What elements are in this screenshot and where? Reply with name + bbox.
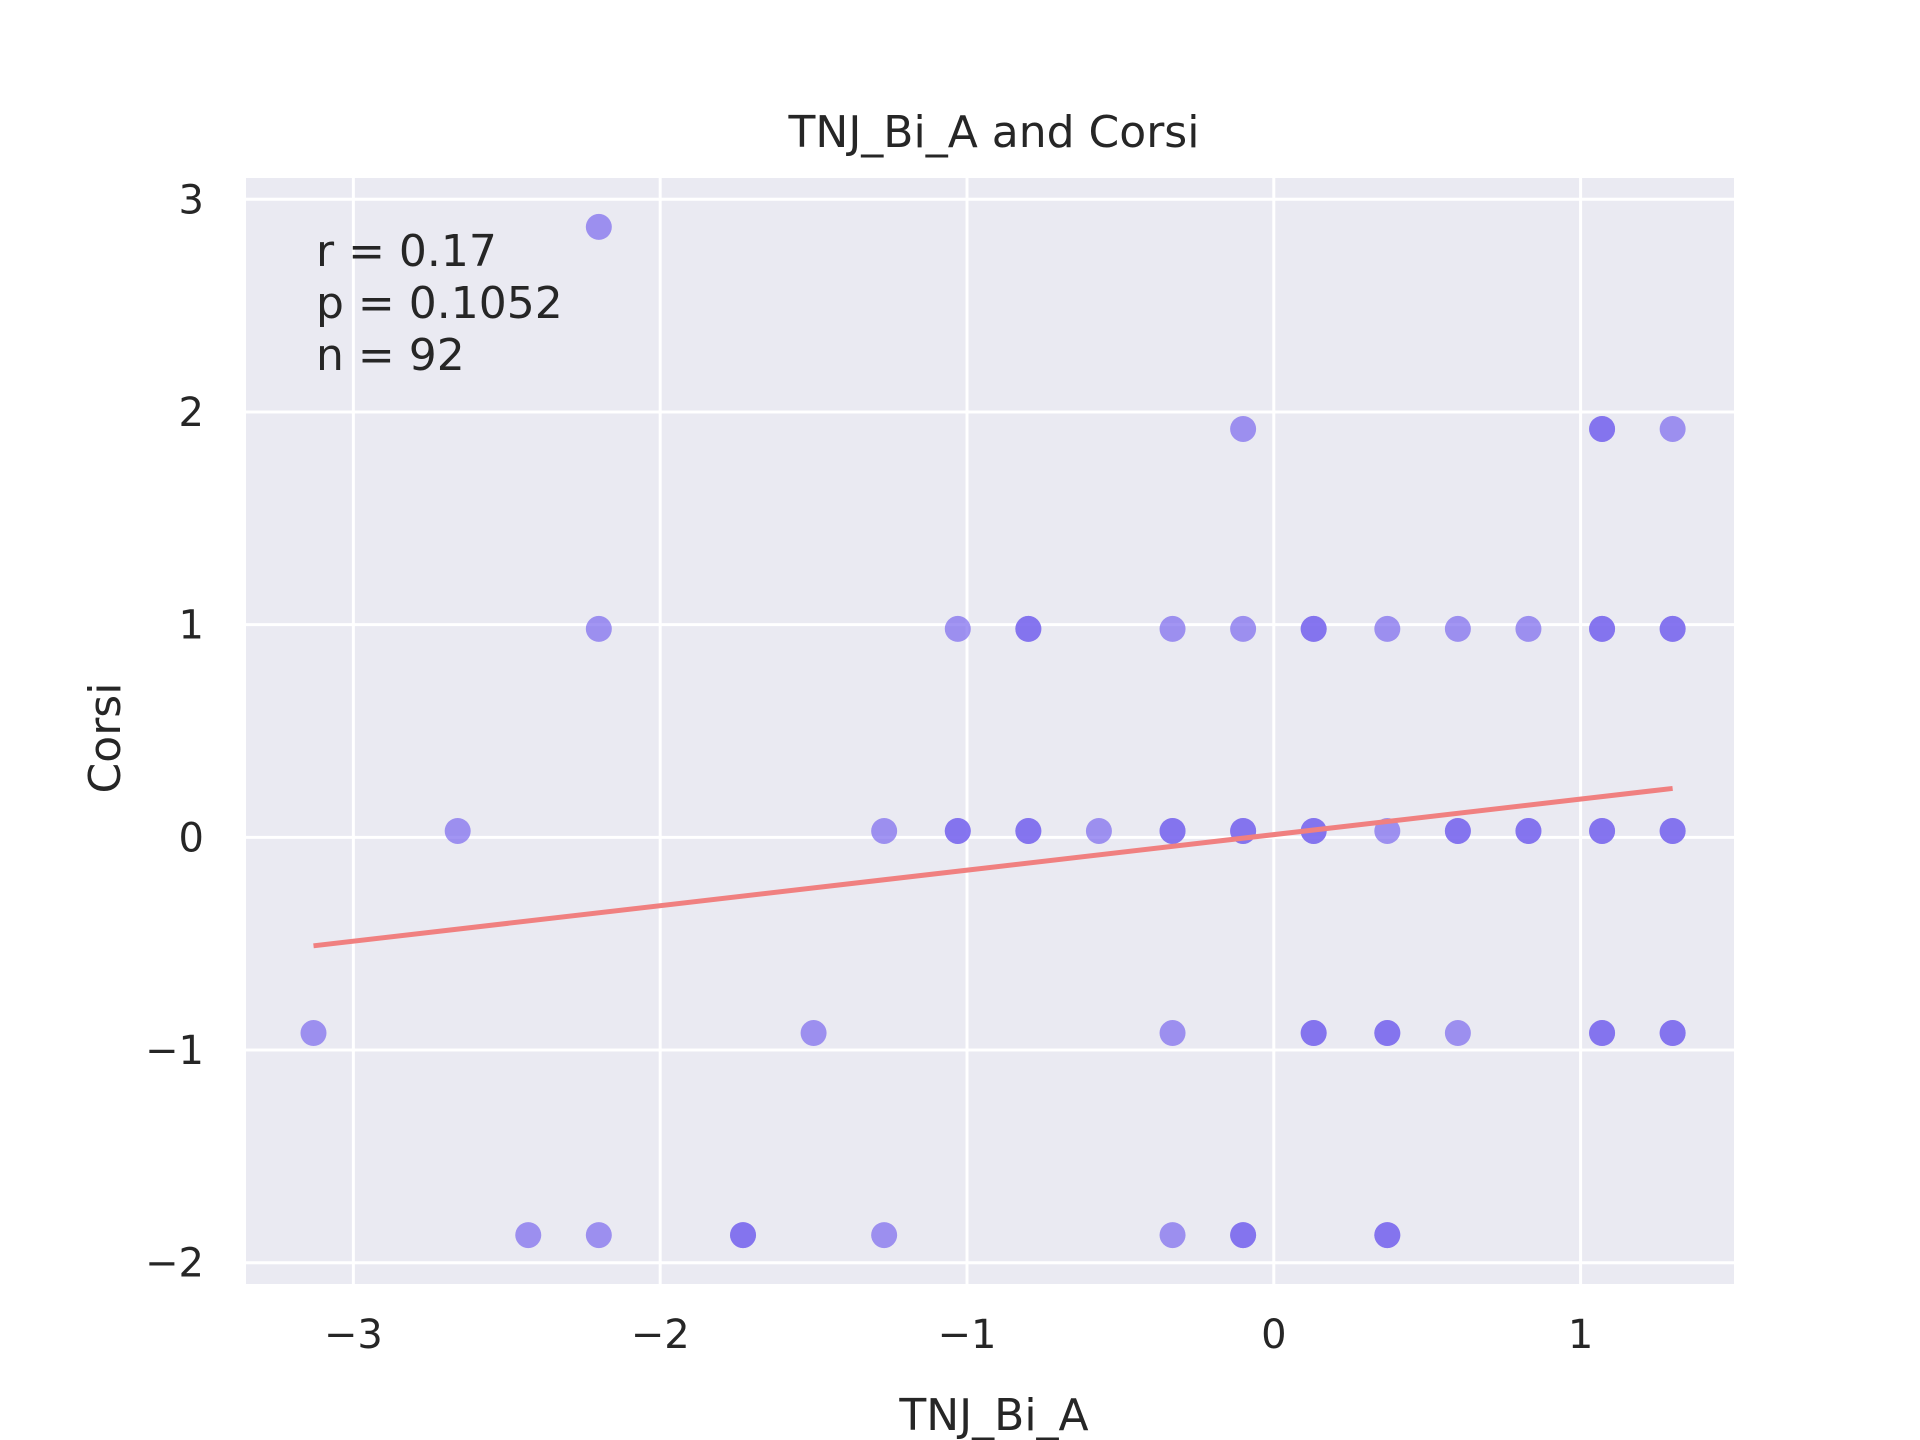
y-tick-labels: −2 −1 0 1 2 3 bbox=[145, 177, 204, 1286]
x-tick-label: 1 bbox=[1568, 1312, 1593, 1358]
y-tick-label: 3 bbox=[179, 177, 204, 223]
data-point bbox=[944, 817, 971, 844]
data-point bbox=[1659, 817, 1686, 844]
data-point bbox=[1659, 1020, 1686, 1047]
data-point bbox=[800, 1020, 827, 1047]
data-point bbox=[1659, 615, 1686, 642]
y-axis-label: Corsi bbox=[80, 683, 131, 794]
data-point bbox=[300, 1020, 327, 1047]
data-point bbox=[1589, 415, 1616, 442]
data-point bbox=[1444, 615, 1471, 642]
chart-title: TNJ_Bi_A and Corsi bbox=[788, 107, 1200, 158]
x-tick-label: −3 bbox=[324, 1312, 383, 1358]
data-point bbox=[1659, 415, 1686, 442]
data-point bbox=[730, 1222, 757, 1249]
data-point bbox=[871, 1222, 898, 1249]
data-point bbox=[1515, 817, 1542, 844]
data-point bbox=[1444, 1020, 1471, 1047]
data-point bbox=[1374, 615, 1401, 642]
data-point bbox=[1300, 615, 1327, 642]
data-point bbox=[1589, 1020, 1616, 1047]
data-point bbox=[585, 615, 612, 642]
plot-area bbox=[246, 178, 1734, 1284]
data-point bbox=[585, 1222, 612, 1249]
data-points bbox=[300, 213, 1686, 1249]
data-point bbox=[1515, 615, 1542, 642]
data-point bbox=[585, 213, 612, 240]
grid-lines bbox=[246, 178, 1734, 1284]
data-point bbox=[1589, 615, 1616, 642]
regression-line bbox=[313, 785, 1673, 949]
x-tick-labels: −3 −2 −1 0 1 bbox=[324, 1312, 1593, 1358]
stat-r: r = 0.17 bbox=[316, 226, 497, 277]
data-point bbox=[1159, 615, 1186, 642]
data-point bbox=[1230, 415, 1257, 442]
data-point bbox=[1015, 817, 1042, 844]
data-point bbox=[515, 1222, 542, 1249]
data-point bbox=[1230, 615, 1257, 642]
data-point bbox=[1085, 817, 1112, 844]
data-point bbox=[1230, 1222, 1257, 1249]
stat-p: p = 0.1052 bbox=[316, 278, 563, 329]
data-point bbox=[444, 817, 471, 844]
data-point bbox=[1374, 1222, 1401, 1249]
y-tick-label: −1 bbox=[145, 1028, 204, 1074]
data-point bbox=[1444, 817, 1471, 844]
stats-annotation: r = 0.17 p = 0.1052 n = 92 bbox=[316, 226, 563, 381]
y-tick-label: 2 bbox=[179, 390, 204, 436]
x-tick-label: −2 bbox=[631, 1312, 690, 1358]
data-point bbox=[944, 615, 971, 642]
data-point bbox=[1015, 615, 1042, 642]
data-point bbox=[1159, 1222, 1186, 1249]
data-point bbox=[1589, 817, 1616, 844]
y-tick-label: 0 bbox=[179, 815, 204, 861]
data-point bbox=[871, 817, 898, 844]
data-point bbox=[1374, 1020, 1401, 1047]
y-tick-label: 1 bbox=[179, 603, 204, 649]
data-point bbox=[1159, 817, 1186, 844]
x-tick-label: −1 bbox=[938, 1312, 997, 1358]
x-tick-label: 0 bbox=[1261, 1312, 1286, 1358]
data-point bbox=[1300, 1020, 1327, 1047]
y-tick-label: −2 bbox=[145, 1241, 204, 1287]
x-axis-label: TNJ_Bi_A bbox=[898, 1390, 1088, 1440]
stat-n: n = 92 bbox=[316, 330, 465, 381]
data-point bbox=[1159, 1020, 1186, 1047]
